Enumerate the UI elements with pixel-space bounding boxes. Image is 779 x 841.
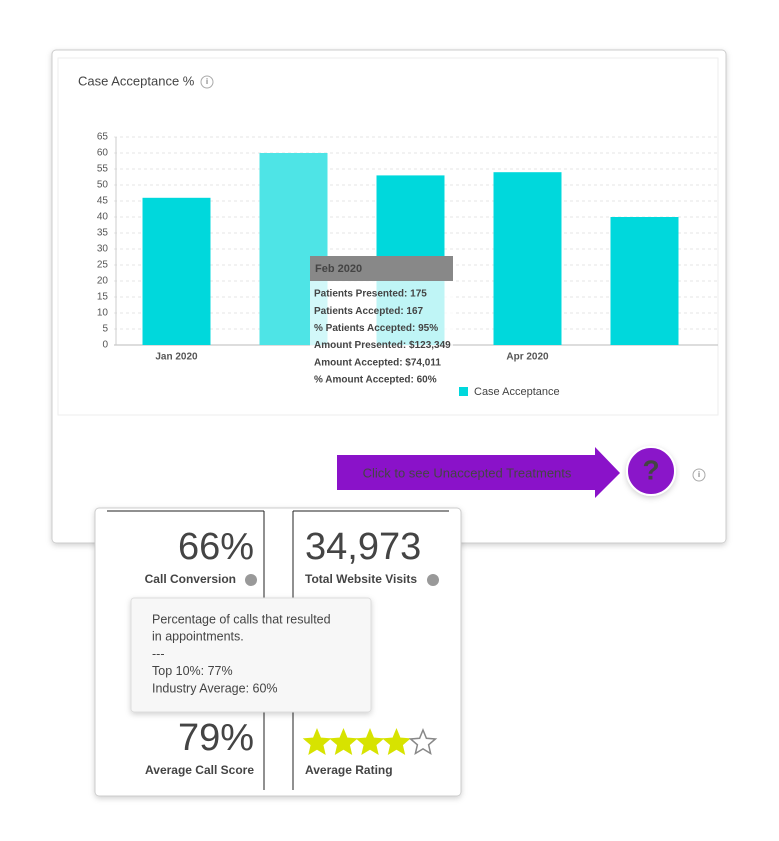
info-icon[interactable] — [427, 574, 439, 586]
stat-value: 66% — [178, 526, 254, 568]
rating-star — [329, 728, 358, 756]
y-tick-label: 40 — [97, 212, 109, 223]
info-tooltip — [130, 597, 372, 713]
y-tick-label: 10 — [97, 308, 109, 319]
tooltip-header — [310, 256, 453, 281]
help-button-label[interactable]: ? — [642, 454, 659, 485]
tooltip-title: Feb 2020 — [315, 263, 362, 275]
tooltip-line: % Amount Accepted: 60% — [314, 375, 437, 386]
info-tooltip-line: Industry Average: 60% — [152, 681, 278, 695]
info-tooltip-text: Percentage of calls that resulted in appo… — [152, 612, 331, 695]
rating-star — [355, 728, 385, 756]
rating-star — [382, 728, 411, 756]
info-icon[interactable] — [245, 574, 257, 586]
y-tick-label: 0 — [102, 340, 108, 351]
y-tick-label: 45 — [97, 196, 109, 207]
y-tick-label: 65 — [97, 132, 109, 143]
tooltip-line: % Patients Accepted: 95% — [314, 323, 438, 334]
rating-star — [302, 728, 332, 756]
stat-value: 34,973 — [305, 526, 421, 568]
y-tick-label: 60 — [97, 148, 109, 159]
bar — [493, 172, 562, 345]
y-tick-label: 50 — [97, 180, 109, 191]
stat-label: Total Website Visits — [305, 572, 417, 586]
info-icon[interactable] — [692, 468, 706, 482]
stat-label: Call Conversion — [145, 572, 236, 586]
y-tick-label: 15 — [97, 292, 109, 303]
info-tooltip-line: in appointments. — [152, 630, 244, 644]
tooltip-line: Amount Accepted: $74,011 — [314, 357, 441, 368]
info-icon[interactable] — [200, 75, 214, 89]
x-tick-label: Apr 2020 — [506, 352, 549, 363]
y-tick-label: 55 — [97, 164, 109, 175]
legend-swatch — [459, 387, 468, 396]
bar — [142, 197, 211, 345]
info-icon-glyph: i — [698, 470, 700, 479]
rating-star — [408, 728, 438, 756]
y-tick-label: 25 — [97, 260, 109, 271]
info-tooltip-line: Percentage of calls that resulted — [152, 612, 331, 626]
stat-label: Average Call Score — [145, 763, 254, 777]
cta-button[interactable]: Click to see Unaccepted Treatments — [337, 447, 620, 498]
cta-arrow[interactable] — [337, 447, 620, 498]
chart: 0 5 10 15 20 25 30 35 40 45 50 55 60 65 Jan 2020 Apr 20… — [97, 132, 718, 398]
tooltip-line: Amount Presented: $123,349 — [314, 340, 451, 351]
info-tooltip-line: Top 10%: 77% — [152, 664, 233, 678]
tooltip-line: Patients Accepted: 167 — [314, 306, 424, 317]
y-tick-label: 20 — [97, 276, 109, 287]
stat-value: 79% — [178, 717, 254, 759]
rating-stars — [302, 728, 438, 756]
info-icon-glyph: i — [206, 77, 208, 86]
tooltip-line: Patients Presented: 175 — [314, 289, 427, 300]
x-tick-label: Jan 2020 — [155, 352, 198, 363]
y-tick-label: 30 — [97, 244, 109, 255]
y-tick-label: 5 — [102, 324, 108, 335]
tooltip-body — [310, 281, 453, 389]
info-tooltip-line: --- — [152, 647, 165, 661]
y-tick-label: 35 — [97, 228, 109, 239]
chart-title: Case Acceptance % — [78, 73, 195, 88]
cta-label[interactable]: Click to see Unaccepted Treatments — [363, 465, 572, 480]
bar — [610, 217, 679, 345]
stat-label: Average Rating — [305, 763, 393, 777]
legend-label: Case Acceptance — [474, 386, 560, 398]
help-button[interactable] — [626, 446, 676, 496]
